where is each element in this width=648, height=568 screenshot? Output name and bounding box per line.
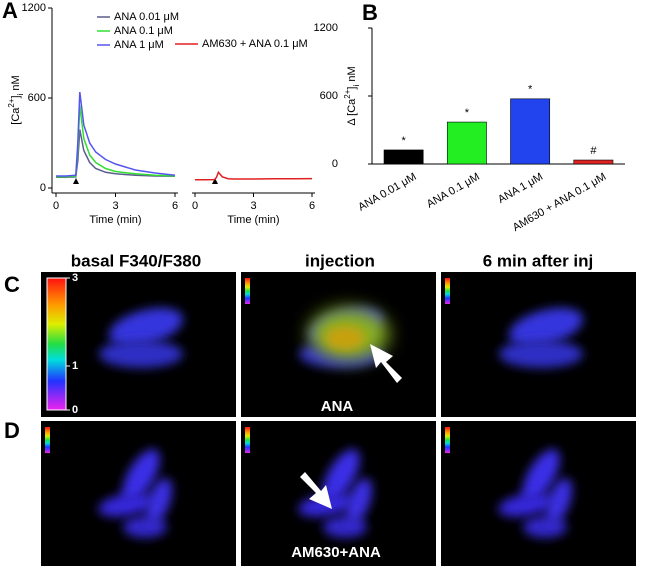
- colorbar-tick-label: 0: [72, 404, 78, 416]
- stimulus-arrow: [73, 178, 79, 184]
- bar: [383, 149, 424, 165]
- colorbar-tick-label: 3: [72, 272, 78, 284]
- y-tick-label: 0: [332, 158, 338, 170]
- line-series: [56, 105, 176, 178]
- cell: [522, 449, 560, 503]
- x-tick-label: 0: [192, 200, 198, 212]
- mini-colorbar: [245, 278, 250, 304]
- panel-label: B: [362, 0, 378, 25]
- y-tick-label: 600: [320, 90, 338, 102]
- x-tick-label: ANA 1 μM: [496, 171, 545, 206]
- y-axis-label-part: nM: [346, 66, 358, 84]
- image-label: AM630+ANA: [291, 544, 381, 561]
- y-axis-label-part: nM: [10, 75, 22, 93]
- y-tick-label: 600: [28, 92, 46, 104]
- y-axis-label-part: Δ [Ca: [346, 98, 358, 126]
- x-tick-label: ANA 0.01 μM: [356, 171, 418, 214]
- bar-annotation: *: [465, 107, 470, 119]
- bar-annotation: *: [401, 135, 406, 147]
- column-title: injection: [305, 251, 375, 270]
- legend-label: ANA 1 μM: [114, 39, 164, 51]
- cell: [322, 449, 360, 503]
- cell: [145, 478, 173, 524]
- line-series: [56, 91, 176, 177]
- mini-colorbar: [245, 427, 250, 453]
- cell: [122, 449, 160, 503]
- x-tick-label: 6: [309, 200, 315, 212]
- y-tick-label: 1200: [314, 22, 338, 34]
- bar: [573, 159, 614, 165]
- y-axis-label-part: 2+: [7, 98, 16, 107]
- y-axis-label-part: i: [16, 93, 25, 95]
- y-axis-label: Δ [Ca2+]i nM: [343, 66, 361, 125]
- bar: [446, 121, 487, 165]
- arrow: [300, 472, 332, 509]
- legend-label: ANA 0.01 μM: [114, 11, 179, 23]
- y-axis-label-part: ]: [10, 95, 22, 98]
- y-axis-label-part: i: [352, 85, 361, 87]
- cell-response: [325, 326, 365, 350]
- image-label: ANA: [321, 398, 354, 415]
- y-axis-label-part: ]: [346, 87, 358, 90]
- mini-colorbar: [445, 278, 450, 304]
- panel-label: D: [4, 418, 20, 443]
- y-tick-label: 1200: [22, 2, 46, 14]
- micrograph-overlay: ANA AM630+ANA: [291, 344, 402, 561]
- cell: [109, 307, 183, 347]
- mini-colorbar: [45, 427, 50, 453]
- line-series: [56, 129, 176, 178]
- cell: [498, 493, 554, 517]
- x-tick-label: 3: [250, 200, 256, 212]
- x-tick-label: ANA 0.1 μM: [425, 171, 482, 211]
- x-axis-label: Time (min): [89, 214, 141, 226]
- line-series: [195, 170, 313, 181]
- panel-label: A: [2, 0, 18, 23]
- colorbar-tick-label: 1: [72, 360, 78, 372]
- y-axis-label: [Ca2+]i nM: [7, 75, 25, 124]
- legend-label: ANA 0.1 μM: [114, 25, 173, 37]
- mini-colorbar: [445, 427, 450, 453]
- cell: [509, 307, 583, 347]
- column-title: 6 min after inj: [483, 251, 594, 270]
- bar-annotation: #: [590, 145, 597, 157]
- y-tick-label: 0: [40, 182, 46, 194]
- bar: [510, 98, 551, 165]
- micrographs: 3 1 0: [41, 272, 636, 566]
- bar-annotation: *: [528, 84, 533, 96]
- cell: [98, 493, 154, 517]
- x-tick-label: 3: [112, 200, 118, 212]
- cell: [545, 478, 573, 524]
- stimulus-arrow: [212, 178, 218, 184]
- x-tick-label: 0: [53, 200, 59, 212]
- cell: [99, 340, 183, 368]
- cell: [499, 340, 583, 368]
- x-tick-label: 6: [172, 200, 178, 212]
- colorbar: [46, 277, 67, 411]
- y-axis-label-part: 2+: [343, 89, 352, 98]
- arrow: [370, 344, 402, 383]
- y-axis-label-part: [Ca: [10, 107, 22, 125]
- cell: [345, 478, 373, 524]
- x-axis-label: Time (min): [227, 214, 279, 226]
- panel-label: C: [4, 272, 20, 297]
- column-title: basal F340/F380: [71, 251, 201, 270]
- legend-label: AM630 + ANA 0.1 μM: [202, 38, 308, 50]
